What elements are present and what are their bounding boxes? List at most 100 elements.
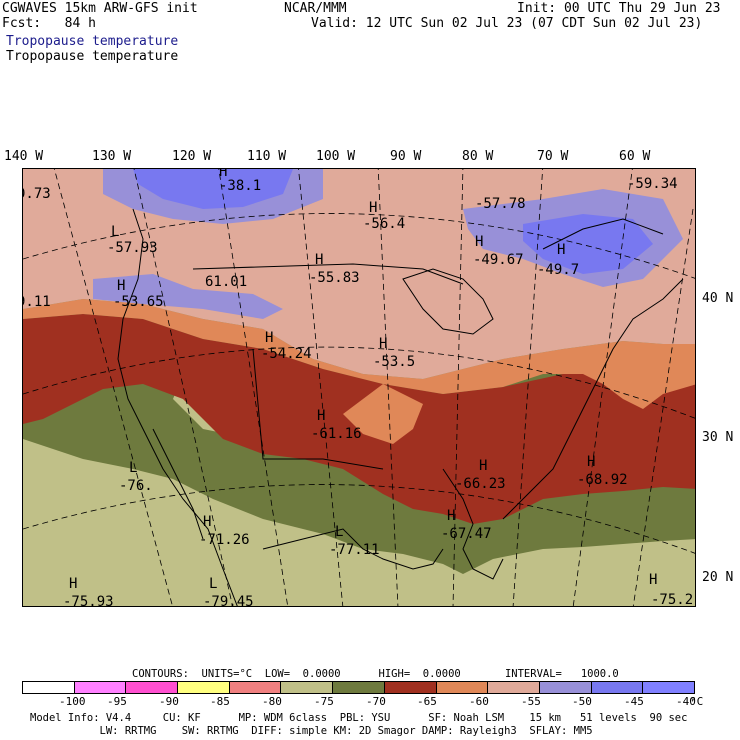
center-label: H [203, 514, 212, 530]
color-tick: -90 [159, 695, 179, 708]
center-label: H [219, 168, 228, 180]
center-label: H [587, 454, 596, 470]
center-value: -38.1 [219, 178, 262, 194]
center-value: -54.24 [261, 346, 312, 362]
lon-label-120w: 120 W [172, 149, 212, 164]
center-label: H [379, 336, 388, 352]
lat-label-20n: 20 N [702, 570, 734, 585]
map-canvas [23, 169, 695, 606]
organization: NCAR/MMM [284, 1, 347, 16]
center-value: -49.7 [537, 262, 580, 278]
valid-time: Valid: 12 UTC Sun 02 Jul 23 (07 CDT Sun … [311, 16, 703, 31]
center-value: -77.11 [329, 542, 380, 558]
center-value: -59.34 [627, 176, 678, 192]
lon-label-140w: 140 W [4, 149, 44, 164]
center-label: H [479, 458, 488, 474]
contours-info: CONTOURS: UNITS=°C LOW= 0.0000 HIGH= 0.0… [132, 668, 619, 680]
color-tick: -45 [624, 695, 644, 708]
center-value: -67.47 [441, 526, 492, 542]
coastlines [117, 208, 684, 606]
center-label: L [129, 460, 138, 476]
center-value: -49.67 [473, 252, 524, 268]
lon-label-100w: 100 W [316, 149, 356, 164]
field-title-1: Tropopause temperature [6, 34, 179, 49]
center-label: L [335, 524, 344, 540]
color-unit: °C [690, 695, 704, 708]
center-label: H [369, 200, 378, 216]
color-swatch [178, 682, 230, 693]
color-bar [22, 681, 695, 694]
lon-label-130w: 130 W [92, 149, 132, 164]
center-label: H [315, 252, 324, 268]
center-label: H [447, 508, 456, 524]
color-swatch [643, 682, 694, 693]
center-label: H [475, 234, 484, 250]
field-band-orange [23, 299, 695, 409]
color-swatch [384, 682, 437, 693]
field-band-lavender-west [93, 274, 283, 319]
color-swatch [436, 682, 489, 693]
center-value: 9.11 [23, 294, 51, 310]
color-tick: -60 [469, 695, 489, 708]
field-band-blue-north [133, 169, 293, 209]
center-label: L [209, 576, 218, 592]
color-tick: -50 [572, 695, 592, 708]
color-swatch [539, 682, 592, 693]
center-value: -55.83 [309, 270, 360, 286]
model-info-line2: LW: RRTMG SW: RRTMG DIFF: simple KM: 2D … [30, 725, 593, 737]
lon-label-60w: 60 W [619, 149, 651, 164]
color-swatch [488, 682, 540, 693]
color-swatch [591, 682, 644, 693]
lat-label-30n: 30 N [702, 430, 734, 445]
lat-label-40n: 40 N [702, 291, 734, 306]
color-tick: -95 [107, 695, 127, 708]
center-value: -71.26 [199, 532, 250, 548]
color-swatch [333, 682, 385, 693]
color-swatch [281, 682, 334, 693]
center-value: -61.16 [311, 426, 362, 442]
lon-label-80w: 80 W [462, 149, 494, 164]
color-tick: -80 [262, 695, 282, 708]
center-value: -53.5 [373, 354, 416, 370]
lon-label-70w: 70 W [537, 149, 569, 164]
tropopause-temperature-map: H -38.1 0.73 L -57.93 H -56.4 -57.78 H -… [22, 168, 696, 607]
forecast-hour: Fcst: 84 h [2, 16, 96, 31]
color-tick: -70 [366, 695, 386, 708]
field-title-2: Tropopause temperature [6, 49, 179, 64]
center-label: H [117, 278, 126, 294]
center-value: -75.93 [63, 594, 114, 607]
center-value: -68.92 [577, 472, 628, 488]
center-value: 0.73 [23, 186, 51, 202]
center-value: -57.78 [475, 196, 526, 212]
lon-label-90w: 90 W [390, 149, 422, 164]
lon-label-110w: 110 W [247, 149, 287, 164]
field-band-khaki-south [23, 439, 695, 606]
center-label: H [649, 572, 658, 588]
center-value: -75.2 [651, 592, 694, 607]
color-swatch [126, 682, 179, 693]
model-title: CGWAVES 15km ARW-GFS init [2, 1, 198, 16]
center-label: L [111, 224, 120, 240]
color-tick: -65 [417, 695, 437, 708]
center-label: H [69, 576, 78, 592]
center-value: -53.65 [113, 294, 164, 310]
color-swatch [23, 682, 75, 693]
color-tick: -85 [210, 695, 230, 708]
center-label: H [317, 408, 326, 424]
color-tick: -40 [676, 695, 696, 708]
field-band-orange-plains [343, 384, 423, 444]
center-value: -76. [119, 478, 153, 494]
center-label: H [265, 330, 274, 346]
center-value: -56.4 [363, 216, 406, 232]
graticule [23, 169, 695, 606]
model-info-line1: Model Info: V4.4 CU: KF MP: WDM 6class P… [30, 712, 688, 724]
center-value: -57.93 [107, 240, 158, 256]
color-tick: -55 [521, 695, 541, 708]
center-value: 61.01 [205, 274, 248, 290]
color-swatch [229, 682, 282, 693]
color-tick: -75 [314, 695, 334, 708]
center-value: -66.23 [455, 476, 506, 492]
color-swatch [74, 682, 127, 693]
center-value: -79.45 [203, 594, 254, 607]
init-time: Init: 00 UTC Thu 29 Jun 23 [517, 1, 721, 16]
